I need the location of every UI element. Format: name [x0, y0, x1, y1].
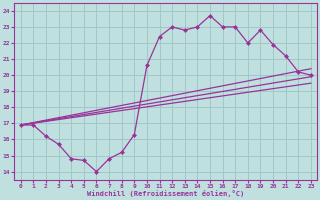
- X-axis label: Windchill (Refroidissement éolien,°C): Windchill (Refroidissement éolien,°C): [87, 190, 244, 197]
